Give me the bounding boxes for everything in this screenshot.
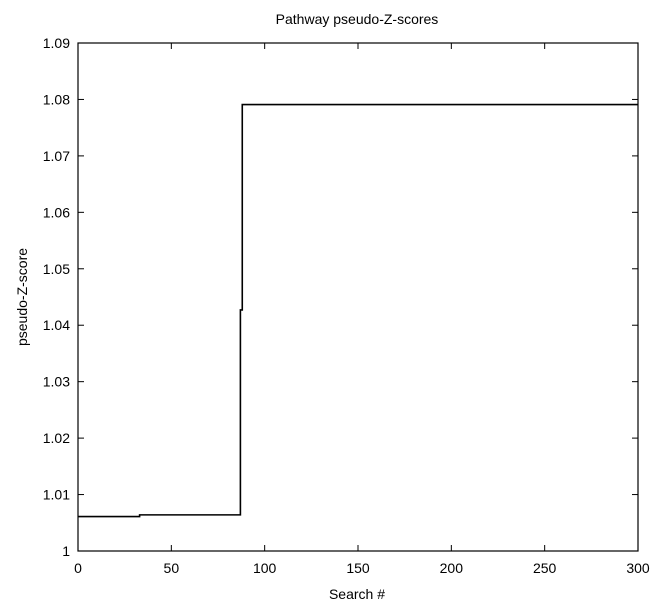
- series-layer: [78, 103, 638, 518]
- y-tick-label: 1.08: [43, 91, 70, 107]
- x-tick-label: 300: [626, 560, 650, 576]
- x-tick-label: 0: [74, 560, 82, 576]
- plot-area: [77, 42, 639, 552]
- x-tick-label: 200: [440, 560, 464, 576]
- x-tick-label: 100: [253, 560, 277, 576]
- x-tick-label: 50: [164, 560, 180, 576]
- y-tick-label: 1.03: [43, 374, 70, 390]
- y-tick-label: 1.05: [43, 261, 70, 277]
- x-tick-labels: 0 50 100 150 200 250 300: [74, 560, 650, 576]
- x-axis-label: Search #: [329, 586, 385, 602]
- y-tick-label: 1.09: [43, 35, 70, 51]
- y-tick-label: 1.01: [43, 487, 70, 503]
- y-tick-label: 1.07: [43, 148, 70, 164]
- chart-title: Pathway pseudo-Z-scores: [276, 11, 439, 27]
- y-tick-label: 1.02: [43, 430, 70, 446]
- y-tick-label: 1: [62, 543, 70, 559]
- y-tick-label: 1.04: [43, 317, 70, 333]
- series-line: [78, 103, 638, 518]
- x-tick-label: 250: [533, 560, 557, 576]
- tick-marks: [77, 42, 639, 552]
- x-tick-label: 150: [346, 560, 370, 576]
- y-tick-label: 1.06: [43, 204, 70, 220]
- y-axis-label: pseudo-Z-score: [14, 248, 30, 346]
- y-tick-labels: 1 1.01 1.02 1.03 1.04 1.05 1.06 1.07 1.08 1.09: [43, 35, 70, 559]
